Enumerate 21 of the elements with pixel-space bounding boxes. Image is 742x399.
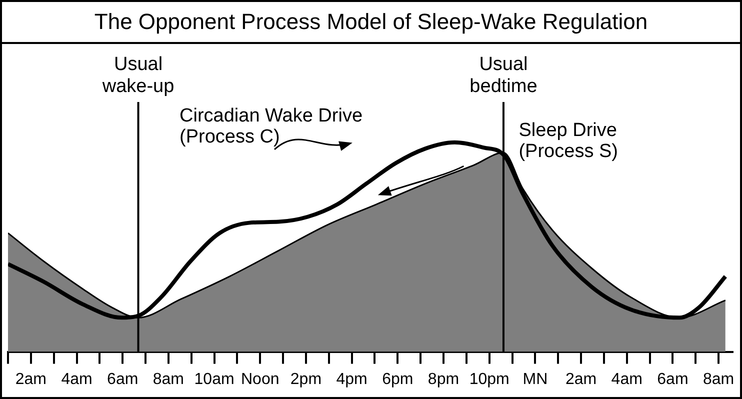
- ref-line-label: Usual wake-up: [101, 54, 174, 97]
- x-tick-label: 8am: [152, 370, 184, 388]
- x-tick-label: 6pm: [382, 370, 414, 388]
- x-tick-label: 4pm: [336, 370, 368, 388]
- x-tick-label: 2pm: [290, 370, 322, 388]
- x-tick-label: 8am: [702, 370, 734, 388]
- x-tick-label: 10pm: [469, 370, 510, 388]
- x-tick-label: MN: [522, 370, 548, 388]
- series-label: Circadian Wake Drive (Process C): [180, 105, 363, 148]
- x-tick-label: 10am: [194, 370, 234, 388]
- x-tick-label: 2am: [565, 370, 597, 388]
- x-tick-label: 6am: [107, 370, 138, 388]
- ref-line-label: Usual bedtime: [470, 54, 538, 97]
- x-tick-label: Noon: [241, 370, 280, 388]
- x-tick-label: 4am: [611, 370, 642, 388]
- x-tick-label: 2am: [15, 370, 46, 388]
- series-label: Sleep Drive (Process S): [518, 120, 618, 162]
- x-tick-label: 6am: [657, 370, 688, 388]
- x-tick-label: 8pm: [428, 370, 460, 388]
- chart-title: The Opponent Process Model of Sleep-Wake Regulation: [2, 2, 740, 44]
- x-tick-label: 4am: [61, 370, 92, 388]
